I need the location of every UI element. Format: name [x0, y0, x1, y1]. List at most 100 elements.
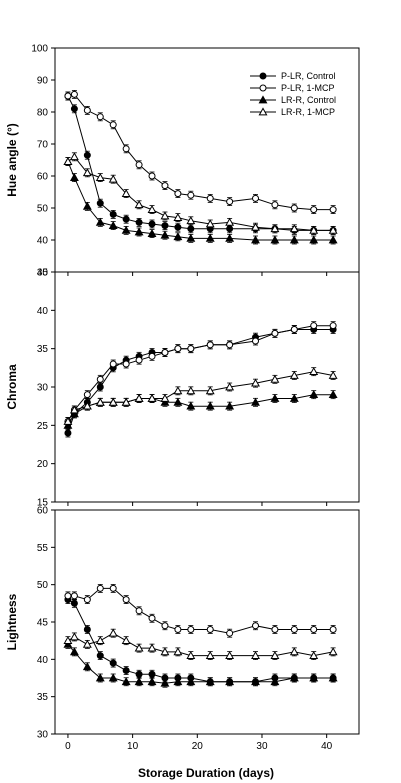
y-tick-label: 40 — [37, 306, 49, 317]
data-point — [329, 322, 337, 330]
legend-marker — [259, 84, 267, 92]
series-line — [67, 161, 334, 241]
y-tick-label: 45 — [37, 618, 49, 629]
data-point — [134, 677, 144, 686]
y-tick-label: 60 — [37, 506, 49, 517]
data-point — [206, 194, 214, 202]
y-tick-label: 35 — [37, 344, 49, 355]
x-tick-label: 0 — [65, 741, 71, 752]
data-point — [161, 222, 169, 230]
series-3 — [63, 390, 338, 430]
data-point — [174, 625, 182, 633]
data-point — [148, 172, 156, 180]
data-point — [135, 607, 143, 615]
data-point — [289, 647, 299, 656]
series-line — [67, 599, 334, 683]
data-point — [147, 677, 157, 686]
data-point — [309, 235, 319, 244]
data-point — [225, 650, 235, 659]
data-point — [63, 636, 73, 645]
data-point — [309, 225, 319, 234]
data-point — [226, 198, 234, 206]
data-point — [121, 397, 131, 406]
data-point — [251, 235, 260, 244]
x-tick-label: 20 — [192, 741, 204, 752]
data-point — [290, 204, 298, 212]
data-point — [173, 397, 183, 406]
y-tick-label: 100 — [31, 44, 48, 55]
data-point — [135, 670, 143, 678]
data-point — [96, 652, 104, 660]
data-point — [205, 650, 215, 659]
y-axis-label: Chroma — [5, 364, 19, 410]
data-point — [135, 356, 143, 364]
data-point — [206, 625, 214, 633]
data-point — [174, 190, 182, 198]
data-point — [186, 386, 196, 395]
data-point — [83, 391, 91, 399]
series-line — [67, 644, 334, 684]
legend-label: LR-R, 1-MCP — [281, 107, 335, 117]
data-point — [83, 625, 91, 633]
data-point — [121, 188, 131, 197]
data-point — [122, 145, 130, 153]
data-point — [225, 677, 235, 686]
data-point — [225, 401, 235, 410]
data-point — [271, 329, 279, 337]
data-point — [205, 401, 215, 410]
data-point — [187, 225, 195, 233]
chart-panel-1: 30 40 50 60 70 80 90 100 Hue angle (°) — [5, 44, 360, 279]
data-point — [270, 235, 280, 244]
data-point — [69, 152, 79, 161]
y-axis-label: Hue angle (°) — [5, 123, 19, 196]
data-point — [96, 199, 104, 207]
data-point — [289, 224, 299, 233]
data-point — [186, 233, 196, 242]
y-tick-label: 70 — [37, 140, 49, 151]
data-point — [148, 220, 156, 228]
data-point — [205, 233, 215, 242]
data-point — [186, 677, 196, 686]
legend-marker — [258, 107, 268, 116]
data-point — [82, 201, 92, 210]
data-point — [121, 677, 131, 686]
legend-label: P-LR, 1-MCP — [281, 83, 335, 93]
data-point — [270, 677, 280, 686]
data-point — [289, 235, 299, 244]
data-point — [205, 386, 215, 395]
data-point — [225, 233, 235, 242]
y-tick-label: 40 — [37, 655, 49, 666]
data-point — [173, 647, 183, 656]
series-4 — [63, 367, 338, 426]
series-2 — [64, 90, 337, 215]
data-point — [290, 326, 298, 333]
y-tick-label: 25 — [37, 421, 49, 432]
legend-marker — [258, 95, 268, 104]
data-point — [252, 622, 260, 630]
data-point — [173, 212, 183, 221]
data-point — [82, 639, 92, 648]
chart-panel-2: 15 20 25 30 35 40 45 Chroma — [5, 268, 360, 509]
data-point — [95, 673, 105, 682]
data-point — [96, 383, 104, 391]
data-point — [289, 393, 299, 402]
x-axis-label: Storage Duration (days) — [138, 766, 274, 780]
series-line — [67, 329, 334, 434]
y-tick-label: 50 — [37, 580, 49, 591]
y-tick-label: 30 — [37, 383, 49, 394]
y-tick-label: 30 — [37, 268, 49, 279]
data-point — [270, 374, 280, 383]
data-point — [109, 121, 117, 129]
data-point — [161, 349, 169, 356]
y-tick-label: 40 — [37, 236, 49, 247]
y-tick-label: 30 — [37, 730, 49, 741]
data-point — [70, 599, 78, 607]
data-point — [290, 625, 298, 633]
data-point — [121, 225, 131, 234]
data-point — [270, 650, 280, 659]
data-point — [328, 390, 338, 399]
data-point — [186, 401, 196, 410]
data-point — [135, 161, 143, 169]
